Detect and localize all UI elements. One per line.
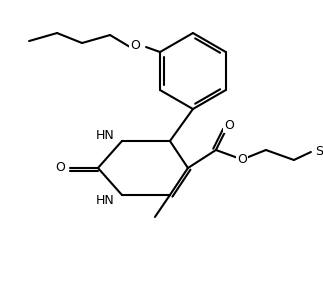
Text: O: O	[237, 153, 247, 167]
Text: O: O	[55, 162, 65, 175]
Text: O: O	[130, 38, 140, 51]
Text: S: S	[315, 146, 323, 158]
Text: HN: HN	[96, 194, 115, 207]
Text: O: O	[224, 119, 234, 132]
Text: HN: HN	[96, 128, 115, 142]
